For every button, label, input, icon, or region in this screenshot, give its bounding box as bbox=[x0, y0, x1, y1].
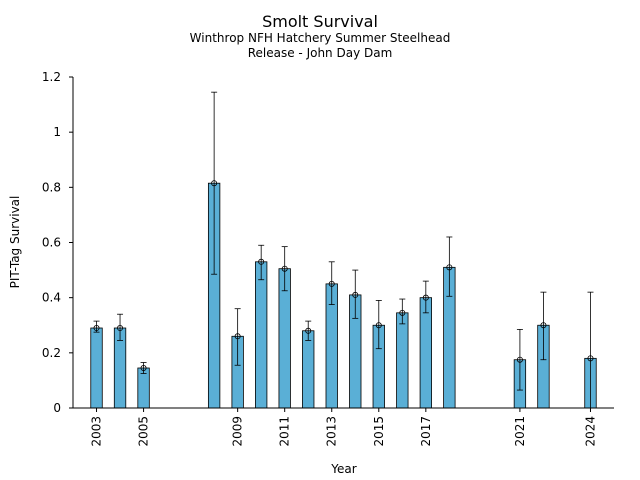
y-tick-label: 0.6 bbox=[42, 236, 61, 250]
y-tick-label: 0.4 bbox=[42, 291, 61, 305]
error-bars-group bbox=[93, 91, 594, 409]
x-tick-label: 2021 bbox=[513, 416, 527, 447]
point-marker-2022 bbox=[540, 322, 547, 329]
x-tick-label: 2015 bbox=[372, 416, 386, 447]
y-tick-label: 0.2 bbox=[42, 346, 61, 360]
axes-group: 0 0.2 0.4 0.6 0.8 1 1.2 2003 2005 2009 2011 2013 201… bbox=[42, 70, 614, 447]
bars-group bbox=[90, 182, 597, 409]
bar-2012 bbox=[302, 330, 315, 409]
chart-subtitle-line-1: Winthrop NFH Hatchery Summer Steelhead bbox=[189, 31, 451, 45]
x-tick-label: 2003 bbox=[90, 416, 104, 447]
bar-2005 bbox=[137, 367, 150, 409]
bar-2010 bbox=[255, 261, 268, 409]
y-axis-label: PIT-Tag Survival bbox=[8, 196, 22, 289]
bar-2017 bbox=[419, 297, 432, 409]
point-marker-2021 bbox=[516, 356, 523, 363]
x-tick-label: 2011 bbox=[278, 416, 292, 447]
x-tick-label: 2005 bbox=[137, 416, 151, 447]
point-marker-2024 bbox=[587, 355, 594, 362]
point-marker-2004 bbox=[117, 325, 124, 332]
point-marker-2014 bbox=[352, 291, 359, 298]
x-tick-label: 2013 bbox=[325, 416, 339, 447]
point-marker-2010 bbox=[258, 258, 265, 265]
y-tick-label: 0 bbox=[53, 401, 61, 415]
x-tick-label: 2009 bbox=[231, 416, 245, 447]
y-tick-label: 0.8 bbox=[42, 180, 61, 194]
bar-2016 bbox=[396, 312, 409, 409]
y-tick-label: 1.2 bbox=[42, 70, 61, 84]
bar-2003 bbox=[90, 327, 103, 409]
point-marker-2012 bbox=[305, 327, 312, 334]
point-marker-2018 bbox=[446, 264, 453, 271]
chart-title: Smolt Survival bbox=[262, 12, 378, 31]
x-axis-label: Year bbox=[330, 462, 356, 476]
chart-subtitle-line-2: Release - John Day Dam bbox=[247, 46, 393, 60]
point-marker-2009 bbox=[234, 333, 241, 340]
point-marker-2008 bbox=[211, 180, 218, 187]
point-marker-2016 bbox=[399, 309, 406, 316]
point-marker-2013 bbox=[328, 280, 335, 287]
point-marker-2011 bbox=[281, 265, 288, 272]
point-marker-2017 bbox=[422, 294, 429, 301]
y-tick-label: 1 bbox=[53, 125, 61, 139]
point-marker-2005 bbox=[140, 365, 147, 372]
x-tick-label: 2017 bbox=[419, 416, 433, 447]
point-marker-2003 bbox=[93, 325, 100, 332]
x-tick-label: 2024 bbox=[583, 416, 597, 447]
point-marker-2015 bbox=[375, 322, 382, 329]
